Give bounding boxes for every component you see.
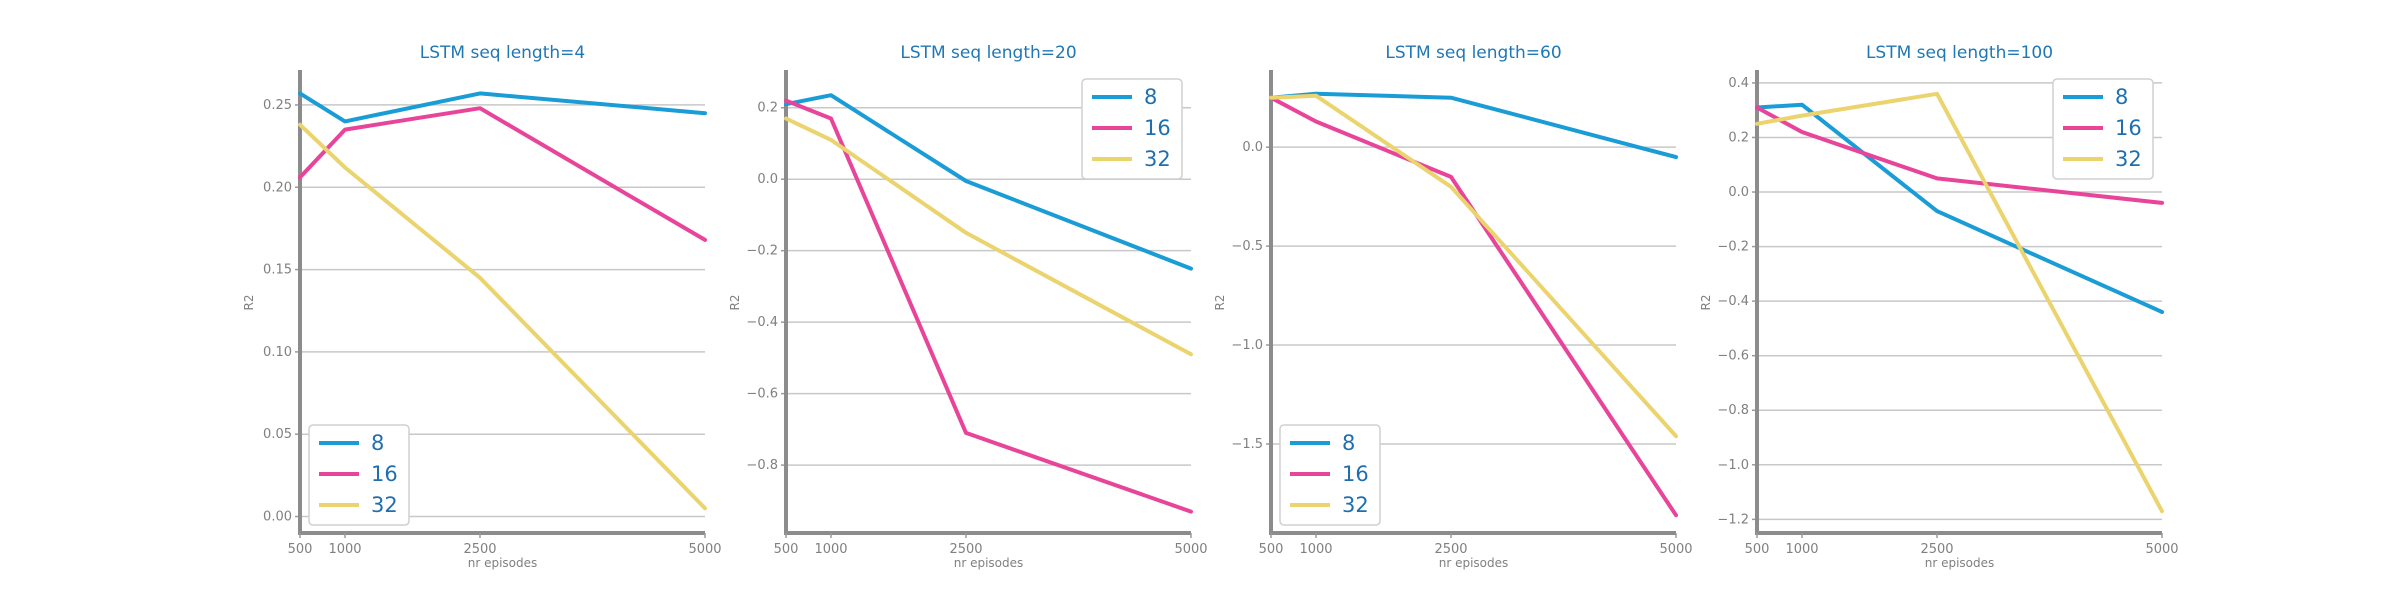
y-tick-label: 0.2: [1728, 130, 1749, 145]
y-tick-label: −0.6: [1717, 349, 1749, 364]
series-line-8: [298, 91, 707, 124]
y-tick-label: 0.25: [263, 98, 292, 113]
series-line-8: [1755, 102, 2164, 314]
chart-panel-2: −0.8 −0.6 −0.4 −0.2 0.0 0.2 500 1000 2500 5000 nr …: [728, 43, 1208, 570]
chart-title: LSTM seq length=100: [1866, 43, 2053, 63]
y-tick-label: 0.0: [1242, 140, 1263, 155]
series-line-32: [298, 122, 707, 511]
y-tick-label: 0.05: [263, 427, 292, 442]
chart-panel-4: −1.2 −1.0 −0.8 −0.6 −0.4 −0.2 0.0 0.2 0.4 500 1000…: [1699, 43, 2179, 570]
y-tick-label: −0.2: [746, 244, 778, 259]
legend-label: 8: [1342, 431, 1355, 455]
legend-label: 32: [2115, 147, 2142, 171]
legend: 8 16 32: [2052, 78, 2154, 180]
y-tick-label: 0.2: [757, 101, 778, 116]
x-tick-label: 1000: [1299, 542, 1332, 557]
x-tick-label: 500: [774, 542, 799, 557]
y-tick-label: −0.2: [1717, 240, 1749, 255]
legend-label: 16: [1144, 116, 1171, 140]
y-tick-label: 0.10: [263, 345, 292, 360]
series-line-16: [298, 106, 707, 242]
y-axis-label: R2: [728, 295, 742, 311]
x-tick-label: 5000: [2145, 542, 2178, 557]
series-line-32: [784, 116, 1193, 357]
x-tick-label: 5000: [1174, 542, 1207, 557]
chart-panel-1: 0.00 0.05 0.10 0.15 0.20 0.25 500 1000 2500 5000 n…: [242, 43, 722, 570]
x-tick-label: 500: [1745, 542, 1770, 557]
x-tick-label: 2500: [949, 542, 982, 557]
legend-label: 8: [1144, 85, 1157, 109]
series-line-8: [784, 93, 1193, 271]
y-tick-label: −0.5: [1231, 239, 1263, 254]
x-tick-label: 2500: [1434, 542, 1467, 557]
y-axis-label: R2: [242, 295, 256, 311]
legend: 8 16 32: [1081, 78, 1183, 180]
y-tick-label: 0.0: [1728, 185, 1749, 200]
legend-label: 32: [1144, 147, 1171, 171]
legend-label: 32: [1342, 493, 1369, 517]
x-tick-label: 1000: [1785, 542, 1818, 557]
y-tick-label: 0.0: [757, 172, 778, 187]
x-tick-label: 5000: [688, 542, 721, 557]
x-tick-label: 1000: [814, 542, 847, 557]
series-line-32: [1755, 91, 2164, 514]
x-axis-label: nr episodes: [1439, 556, 1509, 570]
legend-label: 16: [371, 462, 398, 486]
y-tick-label: −1.0: [1231, 338, 1263, 353]
y-tick-label: 0.20: [263, 180, 292, 195]
x-tick-label: 1000: [328, 542, 361, 557]
series-line-16: [784, 98, 1193, 514]
x-tick-label: 5000: [1659, 542, 1692, 557]
series-line-32: [1269, 93, 1678, 439]
legend-label: 8: [2115, 85, 2128, 109]
x-axis-label: nr episodes: [468, 556, 538, 570]
y-tick-label: −1.2: [1717, 512, 1749, 527]
y-axis-label: R2: [1699, 295, 1713, 311]
y-tick-label: −0.8: [746, 458, 778, 473]
x-tick-label: 500: [1259, 542, 1284, 557]
y-tick-label: −0.6: [746, 387, 778, 402]
x-axis-label: nr episodes: [954, 556, 1024, 570]
x-axis-label: nr episodes: [1925, 556, 1995, 570]
x-tick-label: 500: [288, 542, 313, 557]
y-tick-label: −0.4: [1717, 294, 1749, 309]
legend: 8 16 32: [308, 424, 410, 526]
series-line-16: [1269, 95, 1678, 518]
x-tick-label: 2500: [1920, 542, 1953, 557]
y-tick-label: −0.8: [1717, 403, 1749, 418]
chart-title: LSTM seq length=4: [420, 43, 585, 63]
y-tick-label: −1.0: [1717, 458, 1749, 473]
chart-title: LSTM seq length=20: [900, 43, 1076, 63]
y-tick-label: −0.4: [746, 315, 778, 330]
legend-label: 8: [371, 431, 384, 455]
legend: 8 16 32: [1279, 424, 1381, 526]
legend-label: 16: [2115, 116, 2142, 140]
legend-label: 16: [1342, 462, 1369, 486]
legend-label: 32: [371, 493, 398, 517]
y-tick-label: −1.5: [1231, 437, 1263, 452]
y-tick-label: 0.00: [263, 510, 292, 525]
chart-panel-3: −1.5 −1.0 −0.5 0.0 500 1000 2500 5000 nr episode…: [1213, 43, 1693, 570]
y-axis-label: R2: [1213, 295, 1227, 311]
x-tick-label: 2500: [463, 542, 496, 557]
y-tick-label: 0.15: [263, 263, 292, 278]
y-tick-label: 0.4: [1728, 76, 1749, 91]
chart-title: LSTM seq length=60: [1385, 43, 1561, 63]
